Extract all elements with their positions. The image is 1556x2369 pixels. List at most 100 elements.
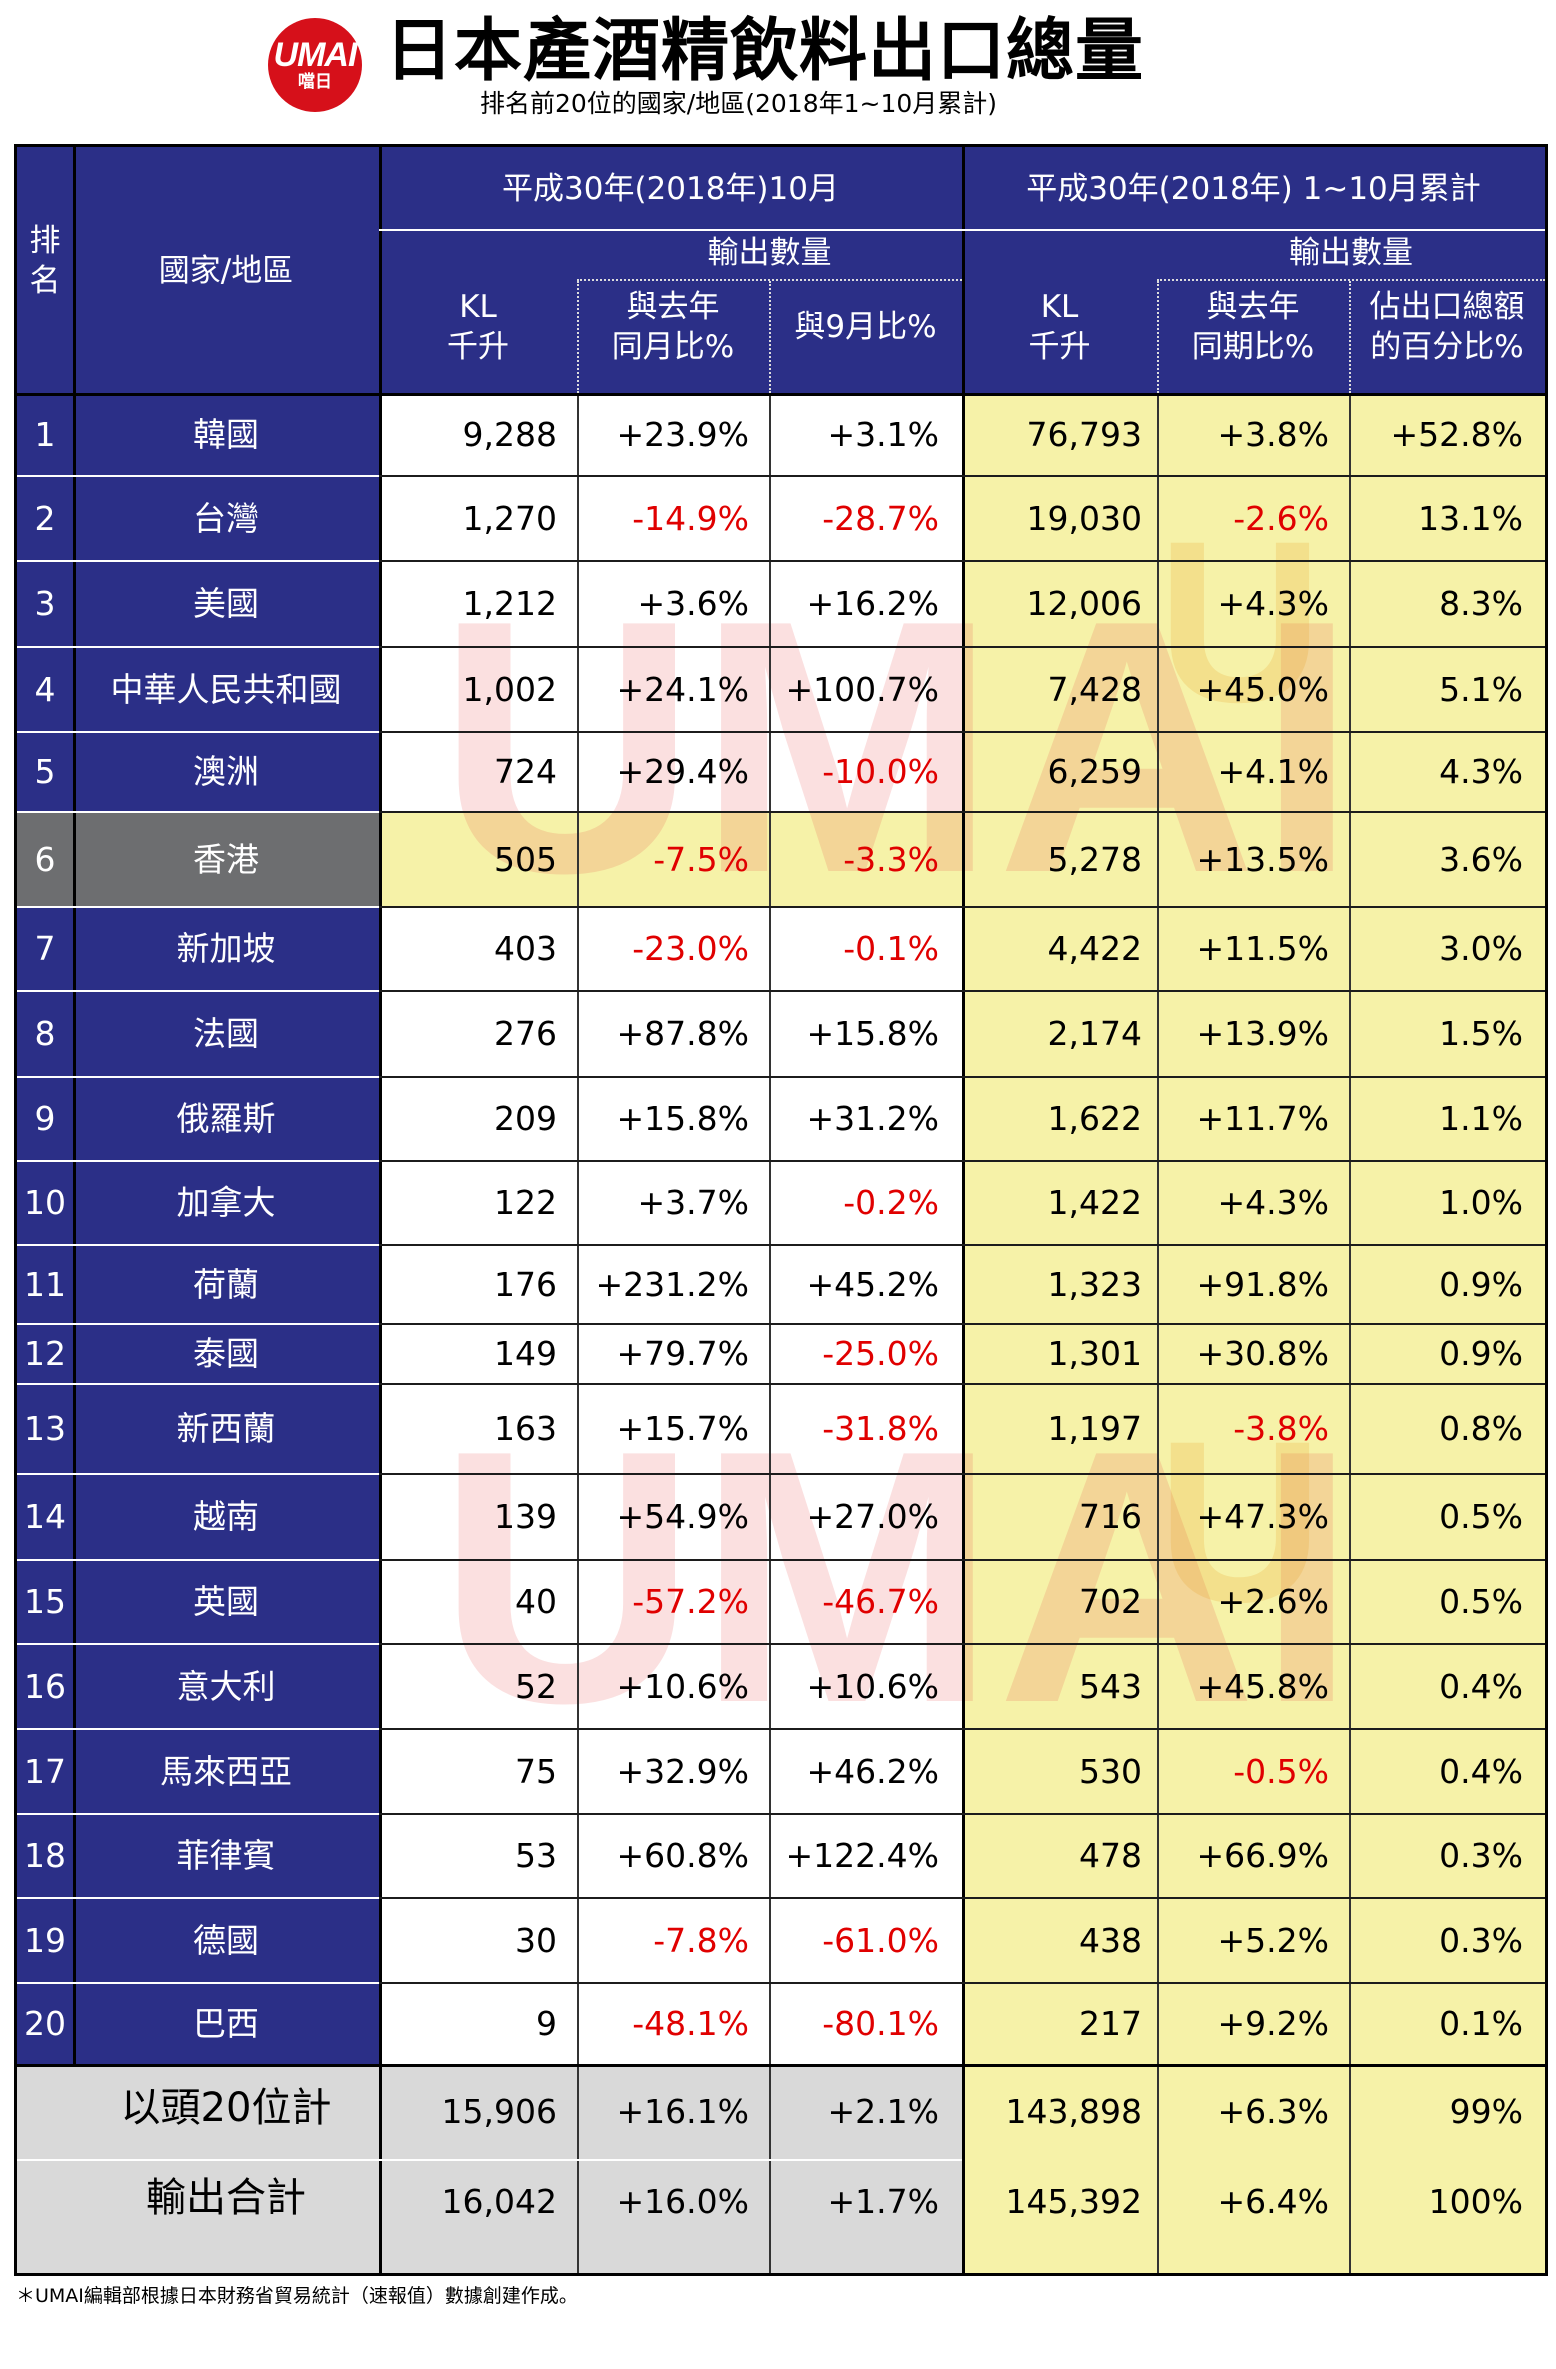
grid-line <box>379 1813 1545 1815</box>
country-cell: 英國 <box>193 1582 259 1621</box>
yoy-cell: -7.5% <box>653 840 749 879</box>
mom-cell: -0.1% <box>843 929 939 968</box>
summary-kl-cell: 16,042 <box>441 2182 557 2221</box>
yoy-cell: +3.7% <box>637 1183 750 1222</box>
kl-cell: 75 <box>515 1752 557 1791</box>
cum-yoy-cell: +9.2% <box>1217 2004 1330 2043</box>
grid-line <box>379 1982 1545 1984</box>
rank-cell: 10 <box>24 1183 66 1222</box>
grid-line <box>17 1813 379 1815</box>
country-cell: 菲律賓 <box>176 1836 276 1875</box>
rank-cell: 15 <box>24 1582 66 1621</box>
grid-line <box>577 281 579 393</box>
country-cell: 澳洲 <box>193 752 259 791</box>
cum-kl-cell: 716 <box>1079 1497 1142 1536</box>
footnote: ＊UMAI編輯部根據日本財務省貿易統計（速報值）數據創建作成。 <box>16 2285 578 2307</box>
grid-line <box>379 646 1545 648</box>
yoy-cell: +231.2% <box>595 1265 749 1304</box>
mom-cell: +31.2% <box>806 1099 939 1138</box>
umai-logo: UMAI 噹日 <box>268 18 362 112</box>
country-cell: 俄羅斯 <box>176 1099 276 1138</box>
grid-line <box>17 1076 379 1078</box>
share-cell: 0.3% <box>1439 1921 1523 1960</box>
country-cell: 巴西 <box>193 2004 259 2043</box>
share-cell: 8.3% <box>1439 584 1523 623</box>
share-cell: 0.5% <box>1439 1582 1523 1621</box>
cum-kl-cell: 1,323 <box>1047 1265 1142 1304</box>
summary-cum-kl-cell: 145,392 <box>1005 2182 1142 2221</box>
mom-cell: +10.6% <box>806 1667 939 1706</box>
grid-line <box>17 475 379 477</box>
yoy-cell: +23.9% <box>616 415 749 454</box>
grid-line <box>379 1160 1545 1162</box>
country-cell: 加拿大 <box>176 1183 276 1222</box>
mom-cell: +100.7% <box>785 670 939 709</box>
grid-line <box>379 229 1545 231</box>
cum-kl-cell: 217 <box>1079 2004 1142 2043</box>
share-cell: 1.0% <box>1439 1183 1523 1222</box>
grid-line <box>17 811 379 813</box>
mom-cell: -0.2% <box>843 1183 939 1222</box>
summary-share-cell: 99% <box>1449 2092 1523 2131</box>
yoy-cell: +60.8% <box>616 1836 749 1875</box>
mom-cell: -25.0% <box>822 1334 939 1373</box>
country-cell: 荷蘭 <box>193 1265 259 1304</box>
yoy-cell: +15.7% <box>616 1409 749 1448</box>
col-cum-kl-header: KL 千升 <box>1028 289 1091 365</box>
share-cell: 1.5% <box>1439 1014 1523 1053</box>
mom-cell: +3.1% <box>827 415 940 454</box>
yoy-cell: +32.9% <box>616 1752 749 1791</box>
rank-cell: 16 <box>24 1667 66 1706</box>
grid-line <box>17 731 379 733</box>
cumulative-highlight-panel <box>962 393 1545 2273</box>
kl-cell: 9 <box>536 2004 557 2043</box>
cum-kl-cell: 19,030 <box>1026 499 1142 538</box>
mom-cell: -46.7% <box>822 1582 939 1621</box>
yoy-cell: +3.6% <box>637 584 750 623</box>
yoy-cell: +24.1% <box>616 670 749 709</box>
mom-cell: +27.0% <box>806 1497 939 1536</box>
country-cell: 德國 <box>193 1921 259 1960</box>
kl-cell: 139 <box>494 1497 557 1536</box>
cum-yoy-cell: +11.7% <box>1196 1099 1329 1138</box>
grid-line <box>17 646 379 648</box>
grid-line <box>1157 279 1545 281</box>
share-cell: 5.1% <box>1439 670 1523 709</box>
cum-yoy-cell: +13.9% <box>1196 1014 1329 1053</box>
cum-yoy-cell: +4.3% <box>1217 584 1330 623</box>
share-cell: 3.0% <box>1439 929 1523 968</box>
country-cell: 香港 <box>193 840 259 879</box>
rank-cell: 3 <box>34 584 56 623</box>
yoy-cell: +87.8% <box>616 1014 749 1053</box>
cum-kl-cell: 543 <box>1079 1667 1142 1706</box>
grid-line <box>17 393 1545 396</box>
mom-cell: -61.0% <box>822 1921 939 1960</box>
summary-cum-yoy-cell: +6.3% <box>1217 2092 1330 2131</box>
kl-cell: 52 <box>515 1667 557 1706</box>
summary-cum-kl-cell: 143,898 <box>1005 2092 1142 2131</box>
rank-cell: 2 <box>34 499 56 538</box>
grid-line <box>769 393 771 2273</box>
page-subtitle: 排名前20位的國家/地區(2018年1~10月累計) <box>480 89 998 118</box>
grid-line <box>379 1323 1545 1325</box>
yoy-cell: -23.0% <box>632 929 749 968</box>
logo-subtext: 噹日 <box>298 72 332 92</box>
grid-line <box>1349 393 1351 2273</box>
country-cell: 法國 <box>193 1014 259 1053</box>
export-table: UMAI UMAI U U 排名 國家/地區 平成30年(2018年)10月 平… <box>14 144 1548 2276</box>
cum-kl-cell: 1,197 <box>1047 1409 1142 1448</box>
rank-cell: 20 <box>24 2004 66 2043</box>
grid-line <box>1157 281 1159 393</box>
share-cell: 0.4% <box>1439 1752 1523 1791</box>
grid-line <box>17 560 379 562</box>
rank-cell: 5 <box>34 752 56 791</box>
cum-kl-cell: 438 <box>1079 1921 1142 1960</box>
group-cumulative-header: 平成30年(2018年) 1~10月累計 <box>1026 171 1481 207</box>
highlight-row-bg <box>379 812 962 907</box>
kl-cell: 176 <box>494 1265 557 1304</box>
cum-kl-cell: 4,422 <box>1047 929 1142 968</box>
grid-line <box>962 147 965 2273</box>
mom-cell: -28.7% <box>822 499 939 538</box>
group-month-header: 平成30年(2018年)10月 <box>502 171 839 207</box>
summary-label: 輸出合計 <box>146 2175 306 2221</box>
